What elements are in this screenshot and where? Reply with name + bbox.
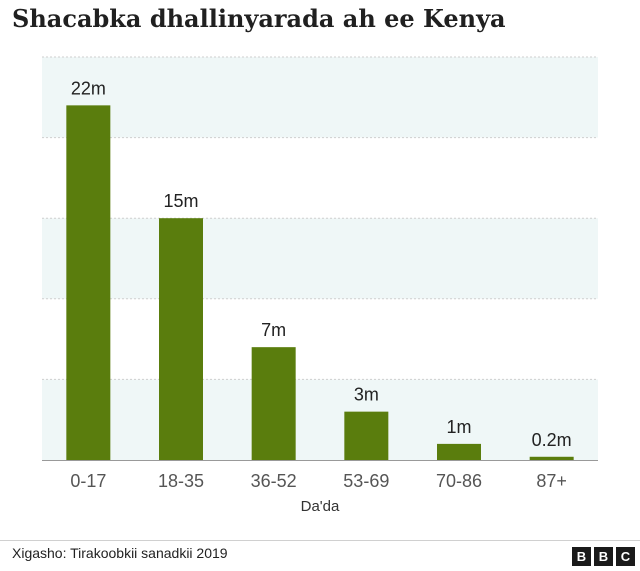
bar	[529, 456, 574, 460]
bar-value-label: 0.2m	[532, 430, 572, 450]
x-tick-label: 70-86	[436, 471, 482, 491]
bbc-logo-letter: B	[594, 547, 613, 566]
background-band	[42, 218, 598, 299]
x-tick-label: 18-35	[158, 471, 204, 491]
bar-value-label: 15m	[163, 191, 198, 211]
bar-value-label: 7m	[261, 320, 286, 340]
background-band	[42, 379, 598, 460]
source-note: Xigasho: Tirakoobkii sanadkii 2019	[12, 545, 228, 561]
bar-value-label: 3m	[354, 385, 379, 405]
bar	[159, 218, 203, 460]
chart-title: Shacabka dhallinyarada ah ee Kenya	[12, 4, 506, 33]
bar-chart: 22m 15m 7m 3m 1m 0.2m 0-17 18-35 36-52 53-69 70-8…	[42, 56, 598, 515]
x-axis-label: Da'da	[301, 498, 340, 515]
bbc-logo: B B C	[572, 547, 635, 566]
background-band	[42, 57, 598, 138]
x-tick-label: 36-52	[251, 471, 297, 491]
bar-value-label: 22m	[71, 78, 106, 98]
x-tick-label: 0-17	[70, 471, 106, 491]
bar	[251, 347, 296, 460]
bbc-logo-letter: B	[572, 547, 591, 566]
bar-value-label: 1m	[446, 417, 471, 437]
x-tick-label: 53-69	[343, 471, 389, 491]
bar	[437, 443, 481, 460]
bar	[66, 105, 111, 461]
footer-divider	[0, 540, 640, 541]
bbc-logo-letter: C	[616, 547, 635, 566]
x-tick-label: 87+	[536, 471, 567, 491]
bar	[344, 411, 389, 460]
